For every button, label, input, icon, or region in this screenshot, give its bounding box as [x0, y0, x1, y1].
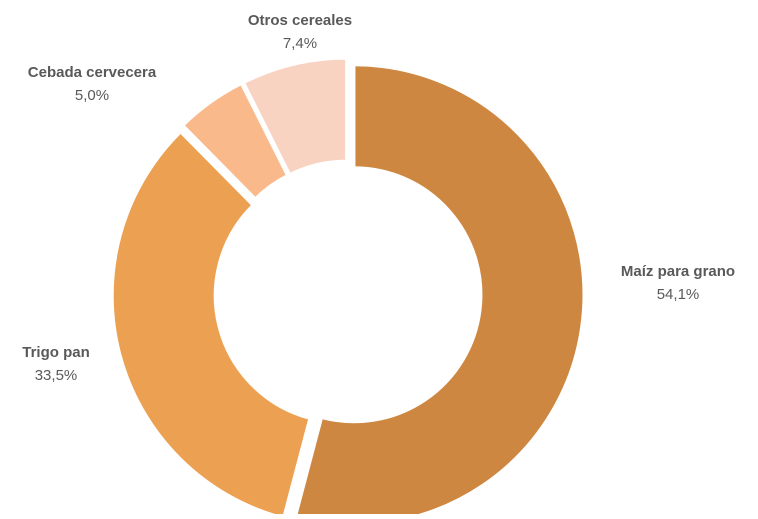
slice-cebada — [180, 81, 290, 201]
slices-group — [110, 56, 586, 519]
slice-value-otros: 7,4% — [283, 35, 317, 52]
slice-label-trigo: Trigo pan — [22, 344, 90, 361]
slice-trigo — [110, 129, 312, 519]
slice-value-trigo: 33,5% — [35, 367, 78, 384]
slice-label-maiz: Maíz para grano — [621, 263, 735, 280]
slice-otros — [241, 56, 349, 177]
labels-group: Maíz para grano 54,1% Trigo pan 33,5% Ce… — [22, 12, 735, 384]
slice-maiz — [293, 63, 586, 519]
slice-value-maiz: 54,1% — [657, 286, 700, 303]
slice-label-cebada: Cebada cervecera — [28, 64, 157, 81]
slice-label-otros: Otros cereales — [248, 12, 352, 29]
slice-value-cebada: 5,0% — [75, 87, 109, 104]
